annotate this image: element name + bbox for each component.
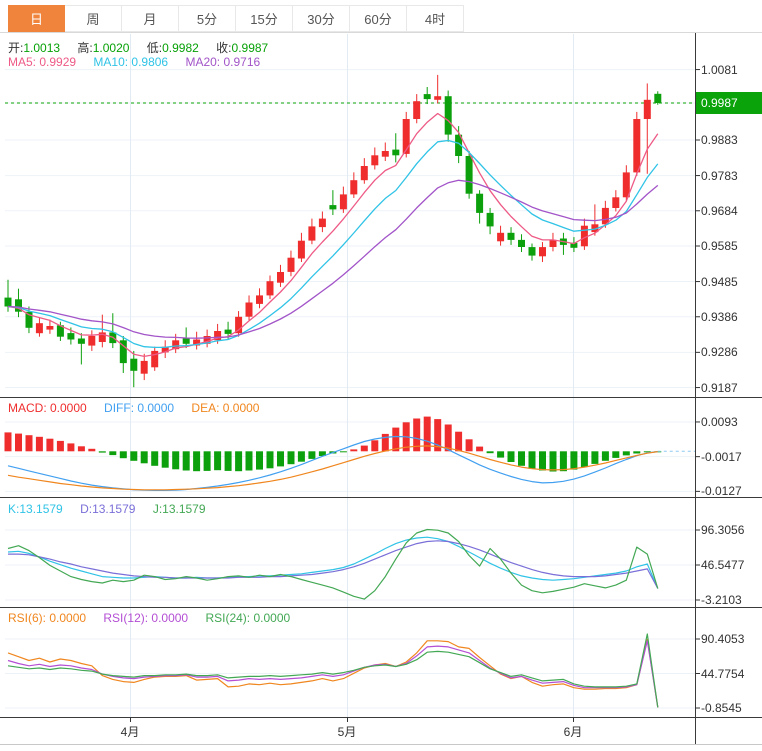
price-axis-label: 0.9585	[701, 238, 738, 253]
kdj-axis-label: -3.2103	[701, 592, 742, 607]
diff-label: DIFF:	[104, 401, 138, 415]
j-value: 13.1579	[162, 502, 206, 516]
macd-axis-label: 0.0093	[701, 414, 738, 429]
ohlc-row: 开:1.0013 高:1.0020 低:0.9982 收:0.9987	[8, 39, 282, 56]
tab-day[interactable]: 日	[8, 5, 65, 32]
tab-15min[interactable]: 15分	[236, 5, 293, 32]
rsi12-label: RSI(12):	[103, 611, 152, 625]
high-label: 高:	[77, 41, 93, 55]
close-value: 0.9987	[231, 41, 269, 55]
tab-4hour[interactable]: 4时	[407, 5, 464, 32]
rsi-axis-label: 90.4053	[701, 631, 745, 646]
x-axis-month-label: 6月	[563, 725, 583, 739]
rsi12-value: 0.0000	[151, 611, 189, 625]
open-label: 开:	[8, 41, 24, 55]
macd-axis-label: -0.0017	[701, 449, 742, 464]
d-value: 13.1579	[92, 502, 136, 516]
price-axis-label: 1.0081	[701, 62, 738, 77]
rsi-axis-label: 44.7754	[701, 666, 745, 681]
macd-value: 0.0000	[50, 401, 87, 415]
ma20-value: 0.9716	[223, 55, 261, 69]
rsi24-value: 0.0000	[253, 611, 291, 625]
d-label: D:	[80, 502, 93, 516]
rsi24-label: RSI(24):	[205, 611, 254, 625]
x-axis-month-label: 4月	[120, 725, 140, 739]
close-label: 收:	[216, 41, 232, 55]
tab-30min[interactable]: 30分	[293, 5, 350, 32]
kdj-axis-label: 96.3056	[701, 523, 745, 537]
high-value: 1.0020	[92, 41, 130, 55]
ma20-label: MA20:	[185, 55, 224, 69]
rsi-axis-label: -0.8545	[701, 701, 742, 715]
price-axis-label: 0.9783	[701, 168, 738, 183]
tab-60min[interactable]: 60分	[350, 5, 407, 32]
kdj-row: K:13.1579 D:13.1579 J:13.1579	[8, 502, 220, 516]
ma5-value: 0.9929	[39, 55, 77, 69]
rsi-row: RSI(6): 0.0000 RSI(12): 0.0000 RSI(24): …	[8, 611, 304, 625]
tab-month[interactable]: 月	[122, 5, 179, 32]
dea-value: 0.0000	[222, 401, 260, 415]
low-value: 0.9982	[162, 41, 199, 55]
macd-label: MACD:	[8, 401, 50, 415]
j-label: J:	[152, 502, 163, 516]
tab-week[interactable]: 周	[65, 5, 122, 32]
price-axis-label: 0.9286	[701, 345, 738, 360]
price-axis-label: 0.9883	[701, 132, 738, 147]
ma10-label: MA10:	[93, 55, 132, 69]
price-axis-label: 0.9187	[701, 380, 738, 395]
low-label: 低:	[146, 41, 163, 55]
k-label: K:	[8, 502, 20, 516]
kdj-axis-label: 46.5477	[701, 558, 745, 572]
price-axis-label: 0.9485	[701, 274, 738, 289]
tab-5min[interactable]: 5分	[179, 5, 236, 32]
dea-label: DEA:	[191, 401, 223, 415]
x-axis-month-label: 5月	[337, 725, 357, 739]
ma-row: MA5: 0.9929 MA10: 0.9806 MA20: 0.9716	[8, 55, 274, 69]
current-price-badge: 0.9987	[696, 92, 762, 114]
ma10-value: 0.9806	[131, 55, 169, 69]
diff-value: 0.0000	[137, 401, 175, 415]
open-value: 1.0013	[23, 41, 61, 55]
period-tabbar: 日 周 月 5分 15分 30分 60分 4时	[0, 0, 762, 33]
price-axis-label: 0.9684	[701, 203, 738, 218]
macd-axis-label: -0.0127	[701, 484, 742, 499]
rsi6-label: RSI(6):	[8, 611, 50, 625]
macd-row: MACD: 0.0000 DIFF: 0.0000 DEA: 0.0000	[8, 401, 273, 415]
rsi6-value: 0.0000	[49, 611, 87, 625]
ma5-label: MA5:	[8, 55, 40, 69]
k-value: 13.1579	[19, 502, 63, 516]
price-axis-label: 0.9386	[701, 309, 738, 324]
